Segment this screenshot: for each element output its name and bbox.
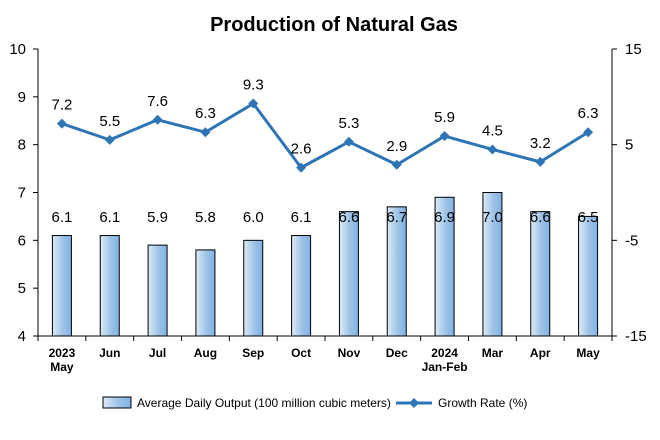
growth-rate-line <box>61 102 589 170</box>
line-data-label: 6.3 <box>578 105 599 122</box>
bar <box>386 206 407 337</box>
line-data-label: 2.9 <box>386 138 407 155</box>
left-tick-label: 4 <box>18 328 26 345</box>
x-tick-label: Jan-Feb <box>422 360 468 374</box>
x-tick-label: 2024 <box>431 346 458 360</box>
growth-rate-marker <box>439 131 450 142</box>
x-tick-label: May <box>576 346 600 360</box>
growth-rate-marker <box>535 156 546 167</box>
legend-swatch-bar <box>102 396 132 409</box>
bar <box>243 239 264 337</box>
growth-rate-marker <box>391 159 402 170</box>
x-tick-label: Mar <box>482 346 504 360</box>
left-tick-label: 5 <box>18 280 26 297</box>
x-tick-label: Aug <box>194 346 217 360</box>
bar-data-label: 6.1 <box>51 209 72 226</box>
bar <box>530 211 551 337</box>
bar <box>99 235 120 337</box>
legend-swatch-marker <box>409 398 419 408</box>
bar-series <box>51 192 599 337</box>
bar-data-label: 7.0 <box>482 209 503 226</box>
left-tick-label: 10 <box>9 41 26 58</box>
bar-data-label: 6.9 <box>434 209 455 226</box>
bar-data-label: 6.1 <box>291 209 312 226</box>
bar-data-label: 6.0 <box>243 209 264 226</box>
bar <box>291 235 312 337</box>
line-data-label: 7.2 <box>51 97 72 114</box>
bar-data-label: 5.9 <box>147 209 168 226</box>
growth-rate-marker <box>296 162 307 173</box>
line-data-label: 5.5 <box>99 113 120 130</box>
x-tick-label: Jul <box>149 346 166 360</box>
right-tick-label: 5 <box>625 137 633 154</box>
line-data-label: 5.9 <box>434 109 455 126</box>
line-data-label: 6.3 <box>195 105 216 122</box>
line-data-label: 4.5 <box>482 122 503 139</box>
bar <box>434 196 455 337</box>
bar <box>338 211 359 337</box>
bar-data-label: 5.8 <box>195 209 216 226</box>
line-data-label: 9.3 <box>243 77 264 94</box>
legend: Average Daily Output (100 million cubic … <box>102 396 527 410</box>
legend-label-line: Growth Rate (%) <box>438 396 527 410</box>
bar <box>147 244 168 337</box>
legend-label-bar: Average Daily Output (100 million cubic … <box>137 396 391 410</box>
x-tick-label: Nov <box>338 346 361 360</box>
growth-rate-marker <box>487 144 498 155</box>
left-tick-label: 7 <box>18 185 26 202</box>
line-data-label: 3.2 <box>530 135 551 152</box>
x-tick-label: Jun <box>99 346 120 360</box>
growth-rate-marker <box>248 98 259 109</box>
x-tick-label: Apr <box>530 346 551 360</box>
growth-rate-marker <box>56 118 67 129</box>
x-tick-label: May <box>50 360 74 374</box>
line-data-labels: 7.2 5.5 7.6 6.3 9.3 2.6 5.3 2.9 5.9 4.5 3.2 6.3 <box>51 77 598 158</box>
bar-data-label: 6.6 <box>338 209 359 226</box>
x-tick-label: 2023 <box>49 346 76 360</box>
growth-rate-marker <box>343 136 354 147</box>
x-tick-label: Sep <box>242 346 264 360</box>
chart-title: Production of Natural Gas <box>210 14 458 36</box>
bar <box>51 235 72 337</box>
growth-rate-marker <box>152 114 163 125</box>
bar <box>482 192 503 337</box>
x-tick-label: Oct <box>291 346 311 360</box>
left-axis: 4 5 6 7 8 9 10 <box>9 41 39 345</box>
bar-data-labels: 6.1 6.1 5.9 5.8 6.0 6.1 6.6 6.7 6.9 7.0 6.6 6.5 <box>51 209 598 226</box>
bar-data-label: 6.5 <box>578 209 599 226</box>
growth-rate-marker <box>104 134 115 145</box>
left-tick-label: 8 <box>18 137 26 154</box>
line-series <box>56 98 594 173</box>
bar-data-label: 6.6 <box>530 209 551 226</box>
line-data-label: 2.6 <box>291 141 312 158</box>
bar <box>195 249 216 337</box>
bar <box>578 215 599 337</box>
right-axis: -15 -5 5 15 <box>611 41 647 345</box>
growth-rate-marker <box>583 127 594 138</box>
right-tick-label: 15 <box>625 41 642 58</box>
left-tick-label: 9 <box>18 89 26 106</box>
bar-data-label: 6.1 <box>99 209 120 226</box>
right-tick-label: -5 <box>625 232 638 249</box>
left-tick-label: 6 <box>18 232 26 249</box>
line-data-label: 5.3 <box>338 115 359 132</box>
x-tick-label: Dec <box>386 346 408 360</box>
bar-data-label: 6.7 <box>386 209 407 226</box>
right-tick-label: -15 <box>625 328 647 345</box>
line-data-label: 7.6 <box>147 93 168 110</box>
growth-rate-marker <box>200 127 211 138</box>
